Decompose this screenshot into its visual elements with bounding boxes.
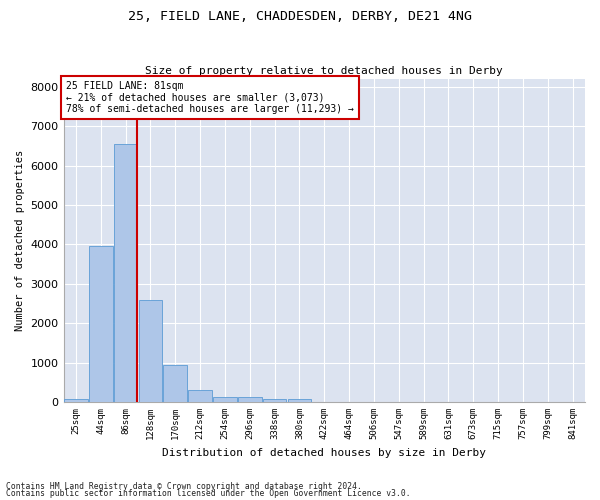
- Bar: [287, 399, 311, 402]
- Text: 25, FIELD LANE, CHADDESDEN, DERBY, DE21 4NG: 25, FIELD LANE, CHADDESDEN, DERBY, DE21 …: [128, 10, 472, 23]
- X-axis label: Distribution of detached houses by size in Derby: Distribution of detached houses by size …: [162, 448, 486, 458]
- Bar: [263, 398, 286, 402]
- Bar: [139, 300, 162, 402]
- Text: 25 FIELD LANE: 81sqm
← 21% of detached houses are smaller (3,073)
78% of semi-de: 25 FIELD LANE: 81sqm ← 21% of detached h…: [66, 80, 354, 114]
- Bar: [213, 397, 237, 402]
- Bar: [163, 364, 187, 402]
- Bar: [114, 144, 137, 402]
- Y-axis label: Number of detached properties: Number of detached properties: [15, 150, 25, 331]
- Bar: [64, 399, 88, 402]
- Text: Contains HM Land Registry data © Crown copyright and database right 2024.: Contains HM Land Registry data © Crown c…: [6, 482, 362, 491]
- Title: Size of property relative to detached houses in Derby: Size of property relative to detached ho…: [145, 66, 503, 76]
- Text: Contains public sector information licensed under the Open Government Licence v3: Contains public sector information licen…: [6, 489, 410, 498]
- Bar: [238, 397, 262, 402]
- Bar: [89, 246, 113, 402]
- Bar: [188, 390, 212, 402]
